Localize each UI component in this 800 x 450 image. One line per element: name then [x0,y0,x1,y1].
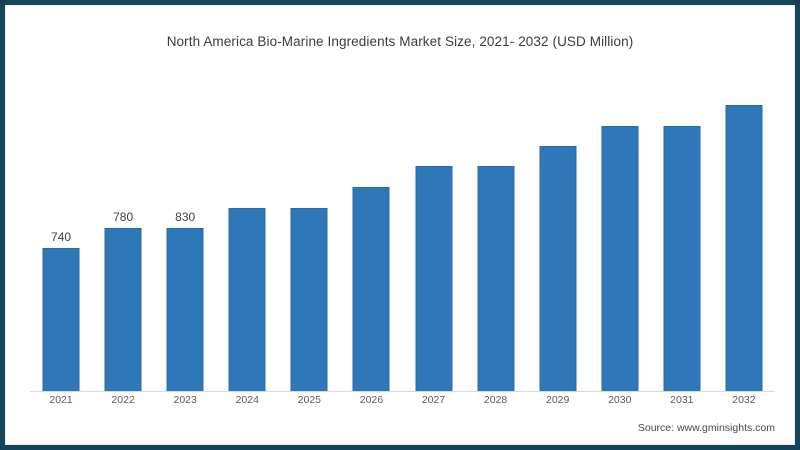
bar-2023[interactable] [166,228,204,391]
x-tick-label-2026: 2026 [359,394,384,406]
x-tick-label-2023: 2023 [173,394,197,406]
bar-group: 2029 [527,60,589,406]
x-tick-label-2027: 2027 [421,394,446,406]
bar-group: 780 2022 [92,60,154,406]
bar-value-label-2021: 740 [51,230,72,244]
bar-group: 2030 [589,60,651,406]
x-tick-label-2021: 2021 [49,394,73,406]
x-tick-label-2029: 2029 [545,394,570,406]
bar-group: 2024 [216,60,278,406]
x-tick-label-2024: 2024 [235,394,259,406]
bar-group: 2028 [465,60,527,406]
bar-2031[interactable] [663,126,701,391]
bar-value-label-2023: 830 [175,210,196,224]
bar-value-label-2022: 780 [113,210,134,224]
bar-group: 2025 [278,60,340,406]
frame-border-top [0,0,800,5]
bar-2024[interactable] [228,208,266,391]
bar-2027[interactable] [415,166,452,391]
x-tick-label-2030: 2030 [608,394,632,406]
bar-group: 2031 [651,60,713,406]
bar-group: 740 2021 [30,60,92,406]
bar-group: 2027 [402,60,464,406]
bar-2022[interactable] [104,228,142,391]
bar-2026[interactable] [352,187,390,391]
x-tick-label-2025: 2025 [297,394,322,406]
frame-border-bottom [0,445,800,450]
x-tick-label-2032: 2032 [732,394,756,406]
x-tick-label-2031: 2031 [670,394,694,406]
frame-border-right [795,0,800,450]
bar-2029[interactable] [539,146,577,391]
bar-2030[interactable] [601,126,639,391]
bar-group: 830 2023 [154,60,216,406]
x-tick-label-2028: 2028 [483,394,508,406]
bar-2021[interactable] [42,248,80,391]
bar-group: 2032 [713,60,775,406]
bar-group: 2026 [340,60,402,406]
chart-title: North America Bio-Marine Ingredients Mar… [166,34,634,49]
frame-border-left [0,0,5,450]
bar-2032[interactable] [725,105,763,391]
x-axis-line [30,391,775,392]
bar-2028[interactable] [477,166,515,391]
plot-area: 740 2021 780 2022 830 2023 2024 2025 2026 2027 202… [30,60,775,406]
bar-2025[interactable] [290,208,328,391]
x-tick-label-2022: 2022 [111,394,135,406]
source-note: Source: www.gminsights.com [637,422,775,434]
